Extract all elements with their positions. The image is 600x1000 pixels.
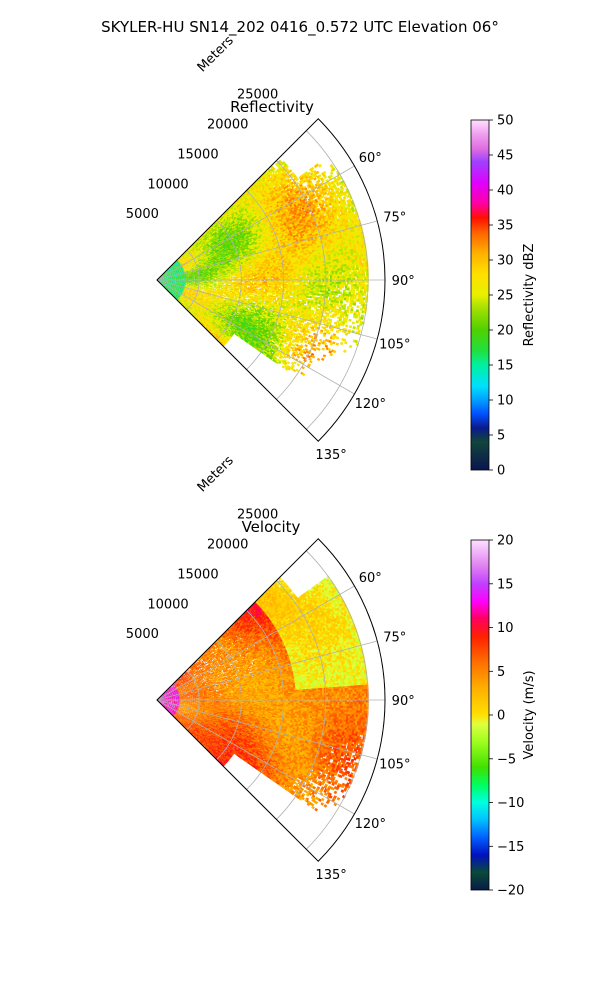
reflectivity-gate [160, 281, 164, 283]
reflectivity-gate [164, 276, 167, 278]
reflectivity-gate [161, 274, 164, 277]
reflectivity-gate [162, 273, 165, 276]
reflectivity-gate [160, 282, 163, 285]
reflectivity-gate [162, 276, 165, 278]
reflectivity-data-field [158, 159, 369, 377]
figure-suptitle: SKYLER-HU SN14_202 0416_0.572 UTC Elevat… [101, 18, 499, 37]
reflectivity-gate [160, 282, 163, 284]
reflectivity-gate [160, 276, 163, 278]
reflectivity-gate [164, 276, 167, 278]
reflectivity-gate [163, 273, 166, 276]
reflectivity-title: Reflectivity [230, 98, 314, 116]
